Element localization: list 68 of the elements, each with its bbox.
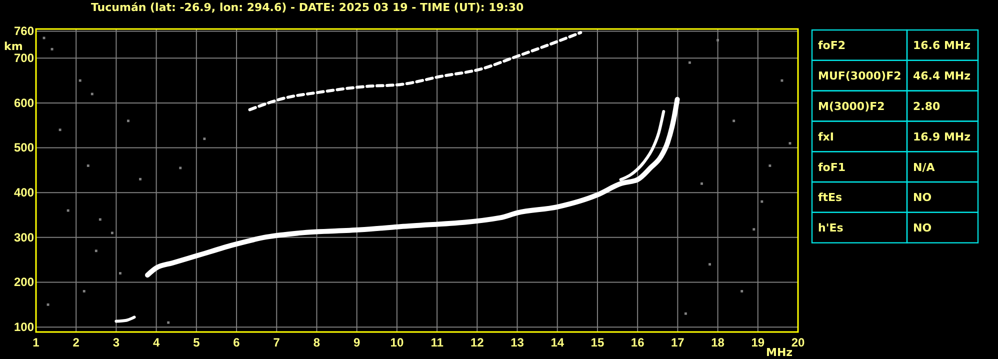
y-tick-label: 200 xyxy=(14,275,34,290)
text: NO xyxy=(913,222,932,235)
x-axis-title: MHz xyxy=(766,346,793,359)
text: N/A xyxy=(913,160,936,174)
y-axis-title: km xyxy=(4,40,23,53)
point xyxy=(732,120,736,122)
text: ftEs xyxy=(818,191,843,204)
point xyxy=(82,290,86,292)
point xyxy=(688,61,691,64)
chart-title: Tucumán (lat: -26.9, lon: 294.6) - DATE: 2025 03 19 - TIME (UT): 19:30 xyxy=(91,1,524,14)
point xyxy=(110,232,114,234)
point xyxy=(58,128,62,132)
point xyxy=(203,138,206,140)
x-tick-label: 12 xyxy=(470,336,484,350)
y-tick-label: 760 xyxy=(14,24,34,38)
point xyxy=(684,312,687,315)
x-tick-label: 16 xyxy=(630,336,645,350)
x-tick-label: 6 xyxy=(233,336,240,350)
x-tick-label: 7 xyxy=(273,336,280,350)
point xyxy=(78,79,82,82)
y-tick-label: 500 xyxy=(14,140,34,155)
point xyxy=(86,164,90,167)
y-tick-label: 700 xyxy=(14,50,34,65)
y-tick-label: 300 xyxy=(14,230,34,244)
text: M(3000)F2 xyxy=(818,100,885,113)
y-tick-label: 600 xyxy=(14,96,34,110)
point xyxy=(760,200,764,203)
x-tick-label: 10 xyxy=(390,336,404,350)
x-tick-label: 1 xyxy=(32,336,40,350)
point xyxy=(768,164,772,167)
x-tick-label: 19 xyxy=(751,336,765,350)
text: 2.80 xyxy=(913,100,940,113)
x-tick-label: 13 xyxy=(510,336,524,350)
line-series xyxy=(619,110,666,182)
x-tick-label: 15 xyxy=(590,336,604,350)
text: MUF(3000)F2 xyxy=(818,70,902,83)
point xyxy=(118,272,122,275)
x-tick-label: 17 xyxy=(671,336,685,350)
x-tick-label: 11 xyxy=(430,336,444,350)
y-tick-label: 400 xyxy=(14,185,34,200)
point xyxy=(167,321,170,324)
line-series xyxy=(248,31,582,112)
text: 16.6 MHz xyxy=(913,39,971,52)
point xyxy=(50,48,54,50)
text: 46.4 MHz xyxy=(913,70,971,83)
x-tick-label: 9 xyxy=(354,336,360,350)
text: 16.9 MHz xyxy=(913,130,971,144)
y-tick-label: 100 xyxy=(14,320,34,334)
text: foF1 xyxy=(818,160,846,174)
x-tick-label: 4 xyxy=(152,336,160,350)
x-tick-label: 14 xyxy=(550,336,564,350)
point xyxy=(66,209,70,212)
point xyxy=(780,79,784,82)
point xyxy=(752,228,756,231)
text: h'Es xyxy=(818,222,844,235)
x-tick-label: 3 xyxy=(112,336,120,350)
point xyxy=(46,303,50,306)
x-tick-label: 2 xyxy=(72,336,80,350)
text: NO xyxy=(913,191,932,204)
point xyxy=(740,290,744,292)
text: foF2 xyxy=(818,39,846,52)
text: fxI xyxy=(818,130,834,144)
point xyxy=(179,166,182,170)
x-tick-label: 8 xyxy=(313,336,320,350)
x-tick-label: 18 xyxy=(711,336,725,350)
x-tick-label: 5 xyxy=(193,336,200,350)
x-tick-label: 20 xyxy=(791,336,805,350)
point xyxy=(94,250,98,252)
